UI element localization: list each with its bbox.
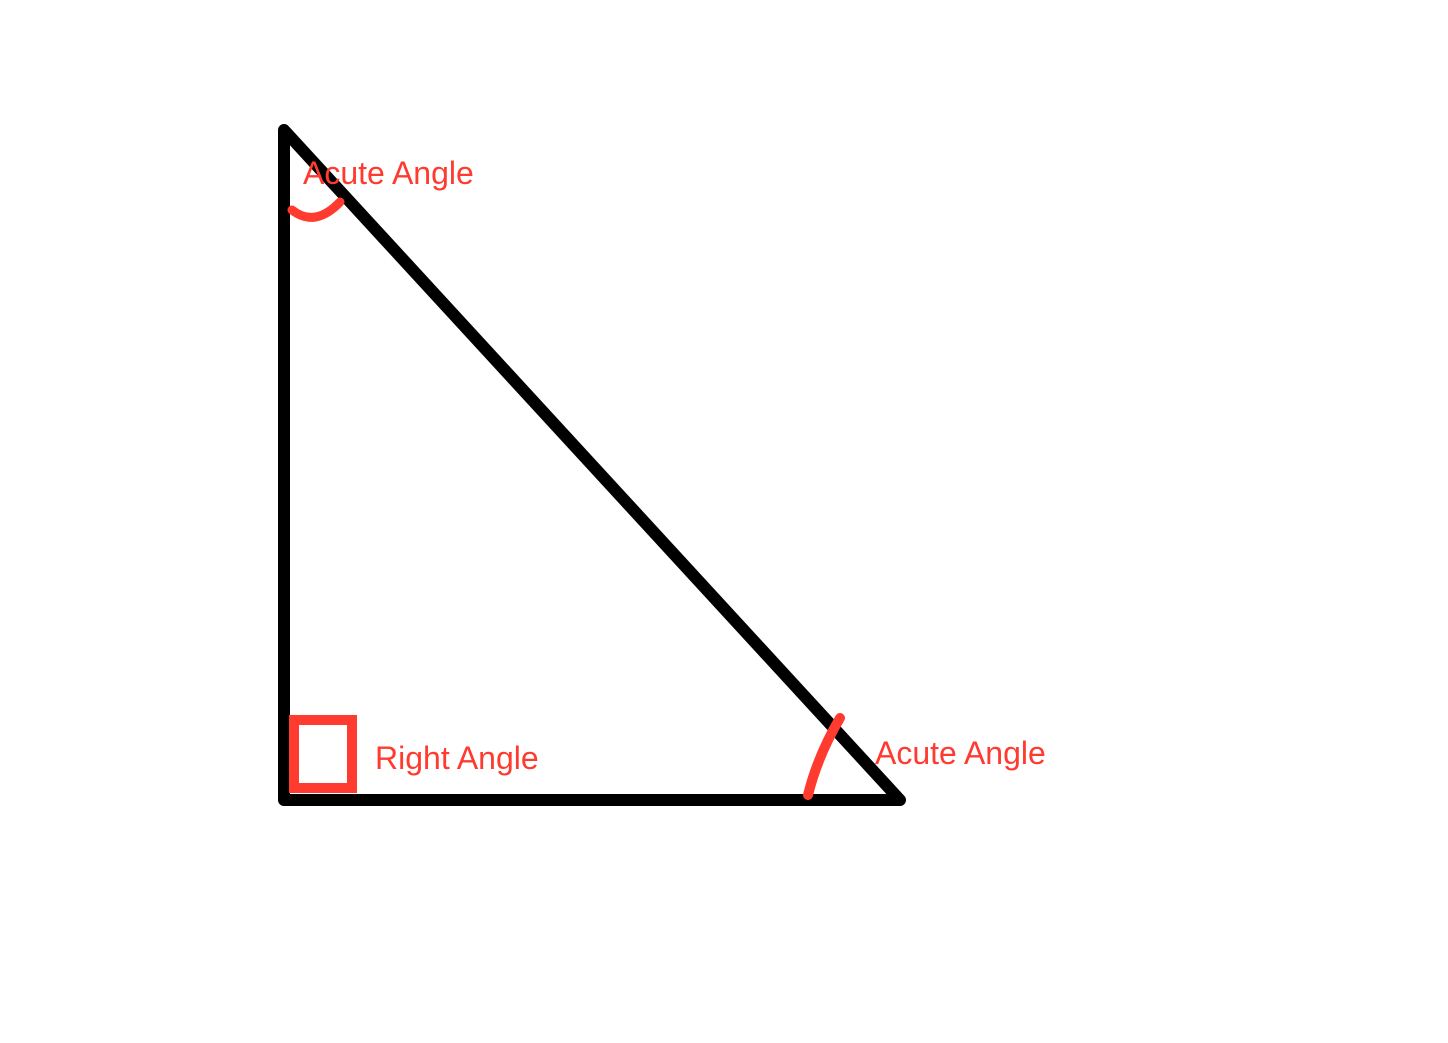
top-acute-angle-label: Acute Angle: [303, 155, 474, 192]
triangle-svg: [0, 0, 1448, 1038]
bottom-right-acute-angle-arc: [808, 718, 840, 795]
right-triangle-shape: [284, 130, 900, 800]
right-angle-label: Right Angle: [375, 740, 539, 777]
bottom-right-acute-angle-label: Acute Angle: [875, 735, 1046, 772]
top-acute-angle-arc: [292, 202, 340, 217]
right-angle-square-marker: [294, 720, 352, 788]
triangle-diagram: Acute Angle Right Angle Acute Angle: [0, 0, 1448, 1038]
